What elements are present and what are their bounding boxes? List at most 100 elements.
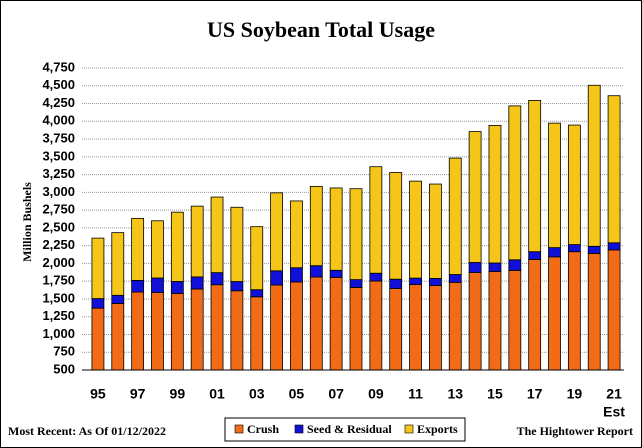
bar-segment [587,245,601,254]
x-tick-label: 03 [249,386,265,402]
bar-segment [91,237,105,299]
bar-segment [528,100,542,253]
footer-left: Most Recent: As Of 01/12/2022 [8,424,166,438]
bar-segment [329,277,343,371]
bar-segment [250,226,264,291]
bar-segment [468,272,482,371]
bar-segment [607,249,621,371]
legend-box [224,417,466,442]
bar-segment [389,172,403,280]
bar-segment [488,125,502,264]
bar-segment [230,290,244,371]
y-tick-label: 4,000 [42,113,75,128]
x-tick-label: 99 [170,386,186,402]
y-axis-title: Million Bushels [20,182,34,262]
bar-segment [488,262,502,272]
y-tick-label: 4,500 [42,77,75,92]
bar-segment [309,276,323,371]
bar-segment [170,292,184,371]
bar-segment [508,105,522,261]
y-tick-label: 2,750 [42,202,75,217]
x-tick-label: 11 [408,386,423,402]
y-tick-label: 1,750 [42,273,75,288]
bar-segment [230,281,244,292]
bar-segment [170,281,184,294]
y-tick-label: 3,500 [42,148,75,163]
bar-segment [488,271,502,371]
y-tick-label: 4,250 [42,95,75,110]
y-tick-label: 2,250 [42,237,75,252]
bar-segment [528,251,542,260]
x-tick-label: 15 [487,386,503,402]
bar-segment [429,278,442,286]
x-tick-label: 09 [368,386,384,402]
y-tick-label: 750 [53,344,75,359]
x-tick-label: 01 [209,386,225,402]
bar-segment [508,270,522,371]
bar-segment [448,157,462,275]
y-tick-label: 1,000 [42,326,75,341]
bar-segment [409,277,422,285]
bar-segment [91,307,105,371]
annotation: Est [603,404,625,420]
bar-segment [230,206,244,282]
x-tick-label: 21 [606,386,622,402]
bar-segment [508,259,522,271]
bar-segment [548,247,561,258]
x-tick-label: 17 [527,386,543,402]
x-tick-label: 95 [90,386,106,402]
bar-segment [309,265,323,278]
bar-segment [567,124,581,245]
bar-segment [369,166,383,274]
bar-segment [587,252,601,371]
bar-segment [210,196,224,274]
x-tick-label: 05 [289,386,305,402]
bar-segment [369,272,383,282]
y-tick-label: 3,000 [42,184,75,199]
bar-segment [389,278,403,289]
x-tick-label: 19 [567,386,583,402]
bar-segment [567,244,581,253]
bar-segment [91,298,105,309]
bar-segment [270,192,283,272]
bar-segment [190,205,204,278]
bar-segment [389,288,403,371]
y-tick-label: 500 [53,361,75,376]
bar-segment [409,284,422,371]
chart-title: US Soybean Total Usage [207,17,435,42]
legend-label: Crush [247,422,279,436]
legend-swatch [294,424,304,434]
bar-segment [151,277,164,293]
bar-segment [170,211,184,282]
bar-segment [210,284,224,371]
bar-segment [131,279,145,293]
bar-segment [607,95,621,244]
bar-segment [587,84,601,247]
bar-segment [190,276,204,290]
bar-segment [409,180,422,279]
bar-segment [369,280,383,371]
x-tick-label: 97 [130,386,146,402]
y-tick-label: 2,000 [42,255,75,270]
bar-segment [468,262,482,273]
x-tick-label: 07 [328,386,344,402]
legend-label: Seed & Residual [307,422,392,436]
bar-segment [567,251,581,371]
bar-segment [111,294,125,304]
bar-segment [250,289,264,298]
bar-segment [131,217,145,281]
y-tick-label: 3,750 [42,130,75,145]
y-tick-label: 1,500 [42,290,75,305]
y-tick-label: 2,500 [42,219,75,234]
bar-segment [349,287,363,371]
y-tick-label: 1,250 [42,308,75,323]
x-tick-label: 13 [447,386,463,402]
bar-segment [151,220,164,279]
y-tick-label: 3,250 [42,166,75,181]
bar-segment [468,131,482,263]
bar-segment [309,185,323,267]
bar-segment [448,274,462,283]
bar-segment [111,303,125,371]
bar-segment [607,242,621,251]
